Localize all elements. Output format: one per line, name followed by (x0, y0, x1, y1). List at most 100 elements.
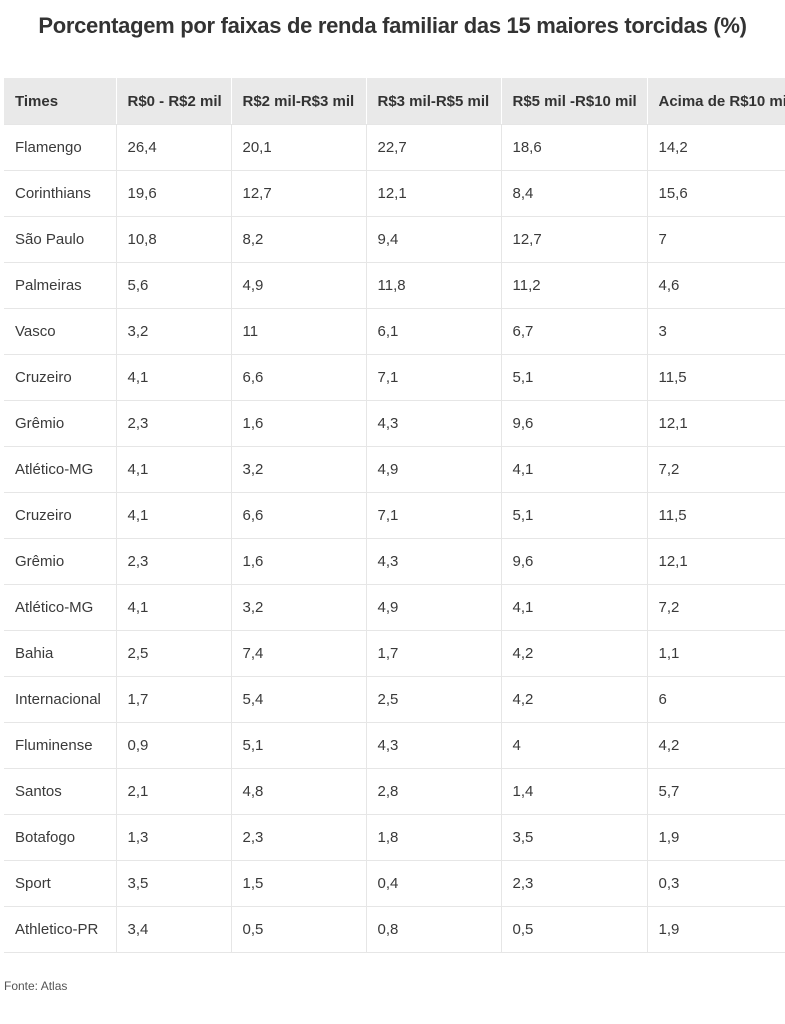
value-cell: 9,6 (501, 400, 648, 447)
column-header: R$2 mil-R$3 mil (231, 78, 367, 125)
value-cell: 3,2 (116, 308, 232, 355)
team-name-cell: Cruzeiro (4, 354, 117, 401)
value-cell: 12,1 (366, 170, 502, 217)
value-cell: 2,1 (116, 768, 232, 815)
value-cell: 4,8 (231, 768, 367, 815)
value-cell: 2,3 (501, 860, 648, 907)
value-cell: 4,1 (116, 492, 232, 539)
value-cell: 6,6 (231, 354, 367, 401)
value-cell: 0,8 (366, 906, 502, 953)
table-row: Atlético-MG 4,1 3,2 4,9 4,1 7,2 (4, 584, 785, 631)
value-cell: 4,1 (116, 446, 232, 493)
value-cell: 1,7 (366, 630, 502, 677)
value-cell: 26,4 (116, 124, 232, 171)
value-cell: 7,4 (231, 630, 367, 677)
table-row: Sport 3,5 1,5 0,4 2,3 0,3 (4, 860, 785, 907)
value-cell: 4,1 (116, 584, 232, 631)
column-header: Acima de R$10 mil (647, 78, 785, 125)
value-cell: 12,1 (647, 400, 785, 447)
table-row: Grêmio 2,3 1,6 4,3 9,6 12,1 (4, 400, 785, 447)
value-cell: 1,5 (231, 860, 367, 907)
value-cell: 11,5 (647, 492, 785, 539)
team-name-cell: São Paulo (4, 216, 117, 263)
value-cell: 2,3 (116, 538, 232, 585)
table-row: Flamengo 26,4 20,1 22,7 18,6 14,2 (4, 124, 785, 171)
value-cell: 1,8 (366, 814, 502, 861)
team-name-cell: Grêmio (4, 538, 117, 585)
table-row: Grêmio 2,3 1,6 4,3 9,6 12,1 (4, 538, 785, 585)
table-row: Botafogo 1,3 2,3 1,8 3,5 1,9 (4, 814, 785, 861)
value-cell: 6,7 (501, 308, 648, 355)
table-row: Fluminense 0,9 5,1 4,3 4 4,2 (4, 722, 785, 769)
team-name-cell: Sport (4, 860, 117, 907)
value-cell: 3,2 (231, 446, 367, 493)
value-cell: 8,4 (501, 170, 648, 217)
team-name-cell: Santos (4, 768, 117, 815)
value-cell: 4,6 (647, 262, 785, 309)
value-cell: 9,4 (366, 216, 502, 263)
value-cell: 5,1 (231, 722, 367, 769)
value-cell: 12,7 (501, 216, 648, 263)
value-cell: 4,9 (366, 584, 502, 631)
value-cell: 11 (231, 308, 367, 355)
value-cell: 18,6 (501, 124, 648, 171)
value-cell: 7,2 (647, 446, 785, 493)
team-name-cell: Corinthians (4, 170, 117, 217)
team-name-cell: Vasco (4, 308, 117, 355)
value-cell: 0,5 (501, 906, 648, 953)
table-row: Cruzeiro 4,1 6,6 7,1 5,1 11,5 (4, 492, 785, 539)
source-note: Fonte: Atlas (4, 979, 68, 993)
team-name-cell: Internacional (4, 676, 117, 723)
column-header: R$3 mil-R$5 mil (366, 78, 502, 125)
value-cell: 7,1 (366, 492, 502, 539)
value-cell: 4,3 (366, 722, 502, 769)
value-cell: 4 (501, 722, 648, 769)
header-row: Times R$0 - R$2 mil R$2 mil-R$3 mil R$3 … (4, 78, 785, 125)
table-row: Athletico-PR 3,4 0,5 0,8 0,5 1,9 (4, 906, 785, 953)
data-table: Times R$0 - R$2 mil R$2 mil-R$3 mil R$3 … (4, 78, 785, 953)
value-cell: 4,3 (366, 538, 502, 585)
team-name-cell: Palmeiras (4, 262, 117, 309)
chart-title: Porcentagem por faixas de renda familiar… (38, 13, 747, 38)
table-row: Cruzeiro 4,1 6,6 7,1 5,1 11,5 (4, 354, 785, 401)
value-cell: 4,9 (366, 446, 502, 493)
value-cell: 3,5 (116, 860, 232, 907)
value-cell: 11,5 (647, 354, 785, 401)
value-cell: 5,7 (647, 768, 785, 815)
value-cell: 6,1 (366, 308, 502, 355)
column-header: R$5 mil -R$10 mil (501, 78, 648, 125)
table-row: Santos 2,1 4,8 2,8 1,4 5,7 (4, 768, 785, 815)
team-name-cell: Atlético-MG (4, 446, 117, 493)
team-name-cell: Cruzeiro (4, 492, 117, 539)
table-row: Internacional 1,7 5,4 2,5 4,2 6 (4, 676, 785, 723)
team-name-cell: Atlético-MG (4, 584, 117, 631)
value-cell: 6 (647, 676, 785, 723)
value-cell: 0,5 (231, 906, 367, 953)
value-cell: 19,6 (116, 170, 232, 217)
value-cell: 5,1 (501, 492, 648, 539)
value-cell: 6,6 (231, 492, 367, 539)
value-cell: 22,7 (366, 124, 502, 171)
value-cell: 2,5 (366, 676, 502, 723)
value-cell: 0,3 (647, 860, 785, 907)
table-row: Atlético-MG 4,1 3,2 4,9 4,1 7,2 (4, 446, 785, 493)
value-cell: 9,6 (501, 538, 648, 585)
value-cell: 7,2 (647, 584, 785, 631)
table-row: São Paulo 10,8 8,2 9,4 12,7 7 (4, 216, 785, 263)
value-cell: 14,2 (647, 124, 785, 171)
value-cell: 10,8 (116, 216, 232, 263)
value-cell: 1,4 (501, 768, 648, 815)
data-table-container: Times R$0 - R$2 mil R$2 mil-R$3 mil R$3 … (4, 78, 785, 953)
team-name-cell: Fluminense (4, 722, 117, 769)
table-row: Palmeiras 5,6 4,9 11,8 11,2 4,6 (4, 262, 785, 309)
value-cell: 1,3 (116, 814, 232, 861)
value-cell: 1,1 (647, 630, 785, 677)
value-cell: 3 (647, 308, 785, 355)
value-cell: 1,9 (647, 906, 785, 953)
value-cell: 5,4 (231, 676, 367, 723)
column-header: R$0 - R$2 mil (116, 78, 232, 125)
table-row: Vasco 3,2 11 6,1 6,7 3 (4, 308, 785, 355)
value-cell: 7,1 (366, 354, 502, 401)
value-cell: 11,2 (501, 262, 648, 309)
value-cell: 0,9 (116, 722, 232, 769)
